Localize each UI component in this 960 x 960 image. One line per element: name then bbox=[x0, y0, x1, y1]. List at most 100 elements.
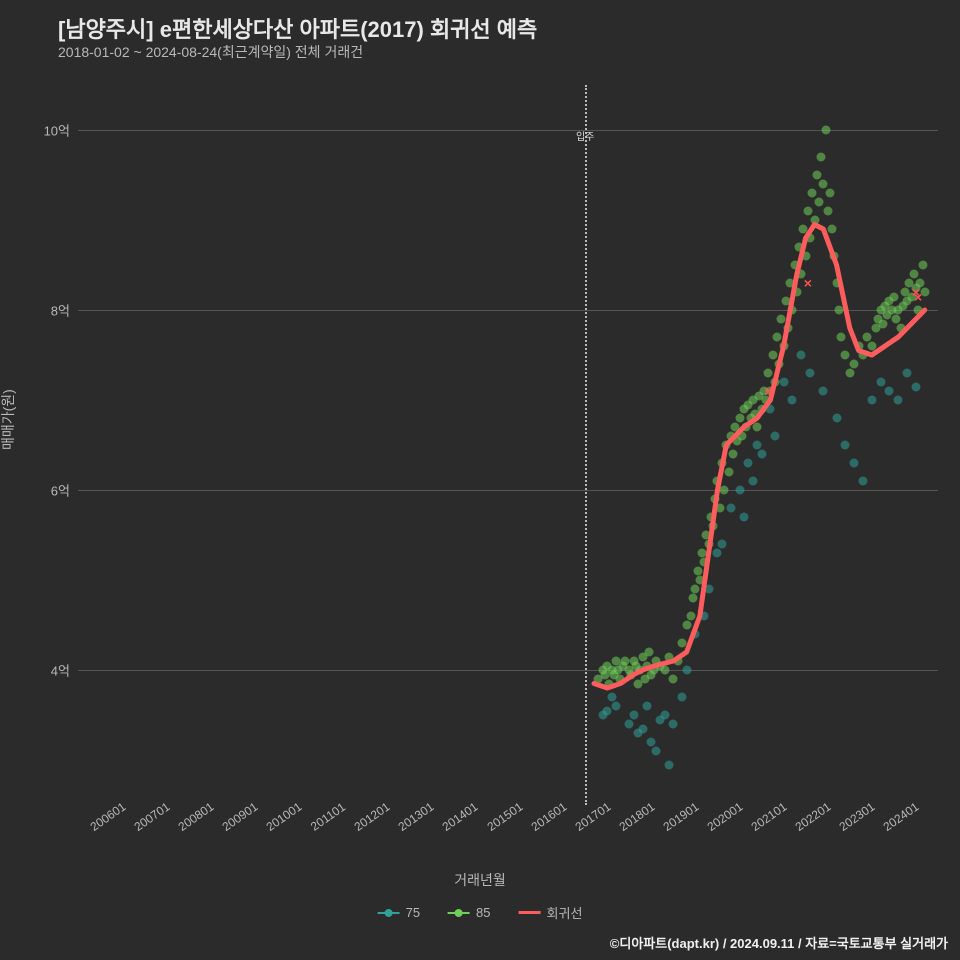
scatter-point-85 bbox=[788, 306, 797, 315]
scatter-point-75 bbox=[748, 477, 757, 486]
scatter-point-85 bbox=[753, 423, 762, 432]
chart-title: [남양주시] e편한세상다산 아파트(2017) 회귀선 예측 bbox=[58, 12, 537, 44]
gridline bbox=[78, 310, 938, 311]
scatter-point-75 bbox=[642, 702, 651, 711]
x-marker-icon: × bbox=[804, 275, 812, 291]
x-tick-label: 201401 bbox=[440, 800, 481, 834]
scatter-point-85 bbox=[799, 225, 808, 234]
x-tick-label: 201101 bbox=[308, 800, 348, 834]
scatter-point-85 bbox=[834, 306, 843, 315]
scatter-point-85 bbox=[737, 432, 746, 441]
scatter-point-75 bbox=[704, 585, 713, 594]
gridline bbox=[78, 490, 938, 491]
scatter-point-75 bbox=[779, 378, 788, 387]
scatter-point-85 bbox=[896, 324, 905, 333]
scatter-point-75 bbox=[797, 351, 806, 360]
scatter-point-85 bbox=[812, 171, 821, 180]
x-tick-label: 200801 bbox=[175, 800, 216, 834]
scatter-point-85 bbox=[691, 585, 700, 594]
scatter-point-85 bbox=[616, 675, 625, 684]
scatter-point-75 bbox=[629, 711, 638, 720]
scatter-point-85 bbox=[830, 252, 839, 261]
scatter-point-75 bbox=[788, 396, 797, 405]
scatter-point-75 bbox=[885, 387, 894, 396]
scatter-point-75 bbox=[691, 630, 700, 639]
x-tick-label: 201901 bbox=[661, 800, 702, 834]
scatter-point-75 bbox=[766, 405, 775, 414]
scatter-point-85 bbox=[605, 679, 614, 688]
scatter-point-75 bbox=[819, 387, 828, 396]
scatter-point-85 bbox=[850, 360, 859, 369]
x-tick-label: 202001 bbox=[705, 800, 746, 834]
scatter-point-75 bbox=[850, 459, 859, 468]
scatter-point-85 bbox=[698, 549, 707, 558]
scatter-point-85 bbox=[700, 558, 709, 567]
scatter-point-85 bbox=[706, 513, 715, 522]
scatter-point-85 bbox=[863, 333, 872, 342]
scatter-point-75 bbox=[625, 720, 634, 729]
scatter-point-85 bbox=[859, 351, 868, 360]
scatter-point-75 bbox=[678, 693, 687, 702]
scatter-point-85 bbox=[918, 261, 927, 270]
legend-swatch-icon bbox=[378, 912, 400, 914]
scatter-point-85 bbox=[892, 315, 901, 324]
y-axis-label: 매매가(원) bbox=[0, 389, 18, 450]
y-tick-label: 6억 bbox=[51, 481, 70, 500]
x-tick-label: 200901 bbox=[219, 800, 260, 834]
scatter-point-85 bbox=[711, 495, 720, 504]
scatter-point-85 bbox=[814, 198, 823, 207]
scatter-point-85 bbox=[823, 207, 832, 216]
x-marker-icon: × bbox=[914, 289, 922, 305]
scatter-point-85 bbox=[790, 261, 799, 270]
x-axis-label: 거래년월 bbox=[454, 870, 506, 890]
scatter-point-75 bbox=[770, 432, 779, 441]
scatter-point-85 bbox=[854, 342, 863, 351]
scatter-point-75 bbox=[753, 441, 762, 450]
scatter-point-85 bbox=[720, 486, 729, 495]
scatter-point-75 bbox=[859, 477, 868, 486]
x-tick-label: 202301 bbox=[837, 800, 878, 834]
scatter-point-85 bbox=[825, 189, 834, 198]
scatter-point-75 bbox=[651, 747, 660, 756]
scatter-point-85 bbox=[678, 639, 687, 648]
move-in-vline bbox=[585, 85, 587, 805]
y-tick-label: 8억 bbox=[51, 301, 70, 320]
scatter-point-75 bbox=[841, 441, 850, 450]
legend-item: 75 bbox=[378, 905, 420, 920]
scatter-point-85 bbox=[806, 234, 815, 243]
scatter-point-85 bbox=[715, 504, 724, 513]
x-tick-label: 201801 bbox=[616, 800, 657, 834]
scatter-point-85 bbox=[724, 468, 733, 477]
scatter-point-85 bbox=[889, 292, 898, 301]
scatter-point-85 bbox=[664, 652, 673, 661]
scatter-point-85 bbox=[819, 180, 828, 189]
scatter-point-85 bbox=[810, 216, 819, 225]
x-tick-label: 201001 bbox=[264, 800, 305, 834]
scatter-point-85 bbox=[909, 270, 918, 279]
scatter-point-85 bbox=[777, 315, 786, 324]
x-marker-icon: × bbox=[764, 383, 772, 399]
scatter-point-85 bbox=[768, 351, 777, 360]
legend-swatch-icon bbox=[448, 912, 470, 914]
scatter-point-75 bbox=[867, 396, 876, 405]
x-tick-label: 201201 bbox=[352, 800, 393, 834]
scatter-point-85 bbox=[704, 540, 713, 549]
move-in-label: 입주 bbox=[576, 128, 594, 143]
scatter-point-85 bbox=[878, 319, 887, 328]
legend-item: 85 bbox=[448, 905, 490, 920]
scatter-point-75 bbox=[757, 450, 766, 459]
y-tick-label: 10억 bbox=[44, 121, 70, 140]
plot-area: 4억6억8억10억2006012007012008012009012010012… bbox=[78, 85, 938, 805]
scatter-point-75 bbox=[647, 738, 656, 747]
x-tick-label: 201601 bbox=[528, 800, 569, 834]
scatter-point-85 bbox=[786, 279, 795, 288]
scatter-point-85 bbox=[803, 207, 812, 216]
scatter-point-85 bbox=[627, 670, 636, 679]
scatter-point-85 bbox=[817, 153, 826, 162]
scatter-point-75 bbox=[744, 459, 753, 468]
scatter-point-85 bbox=[687, 612, 696, 621]
legend-swatch-icon bbox=[519, 911, 541, 914]
scatter-point-85 bbox=[682, 621, 691, 630]
legend: 7585회귀선 bbox=[378, 903, 583, 922]
scatter-point-75 bbox=[717, 540, 726, 549]
